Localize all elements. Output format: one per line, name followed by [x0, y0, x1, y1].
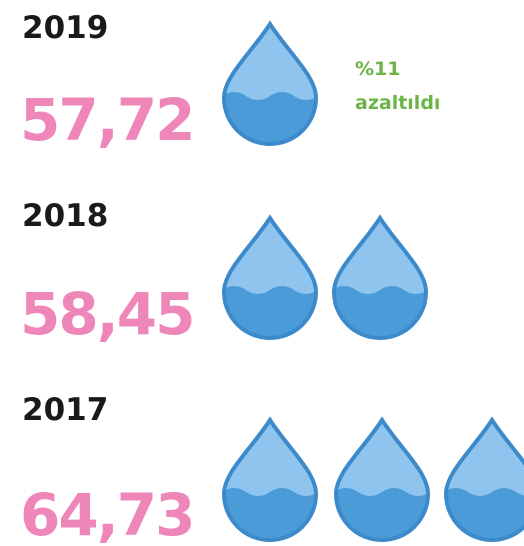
row-2018: 2018 58,45 — [20, 198, 428, 348]
note: azaltıldı — [355, 92, 440, 114]
year: 2019 — [22, 10, 108, 46]
row-2017: 2017 64,73 — [20, 392, 524, 546]
value: 57,72 — [20, 86, 193, 154]
value: 64,73 — [20, 481, 193, 546]
drop-icon — [334, 420, 430, 546]
drop-icon — [222, 218, 318, 346]
row-2019: 2019 57,72 %11 azaltıldı — [20, 10, 440, 154]
drop-icon — [332, 218, 428, 346]
note: %11 — [355, 58, 400, 80]
drop-icon — [222, 420, 318, 546]
year: 2017 — [22, 392, 108, 428]
drop-icon — [222, 24, 318, 152]
drop-icon — [444, 420, 524, 546]
value: 58,45 — [20, 280, 193, 348]
year: 2018 — [22, 198, 108, 234]
